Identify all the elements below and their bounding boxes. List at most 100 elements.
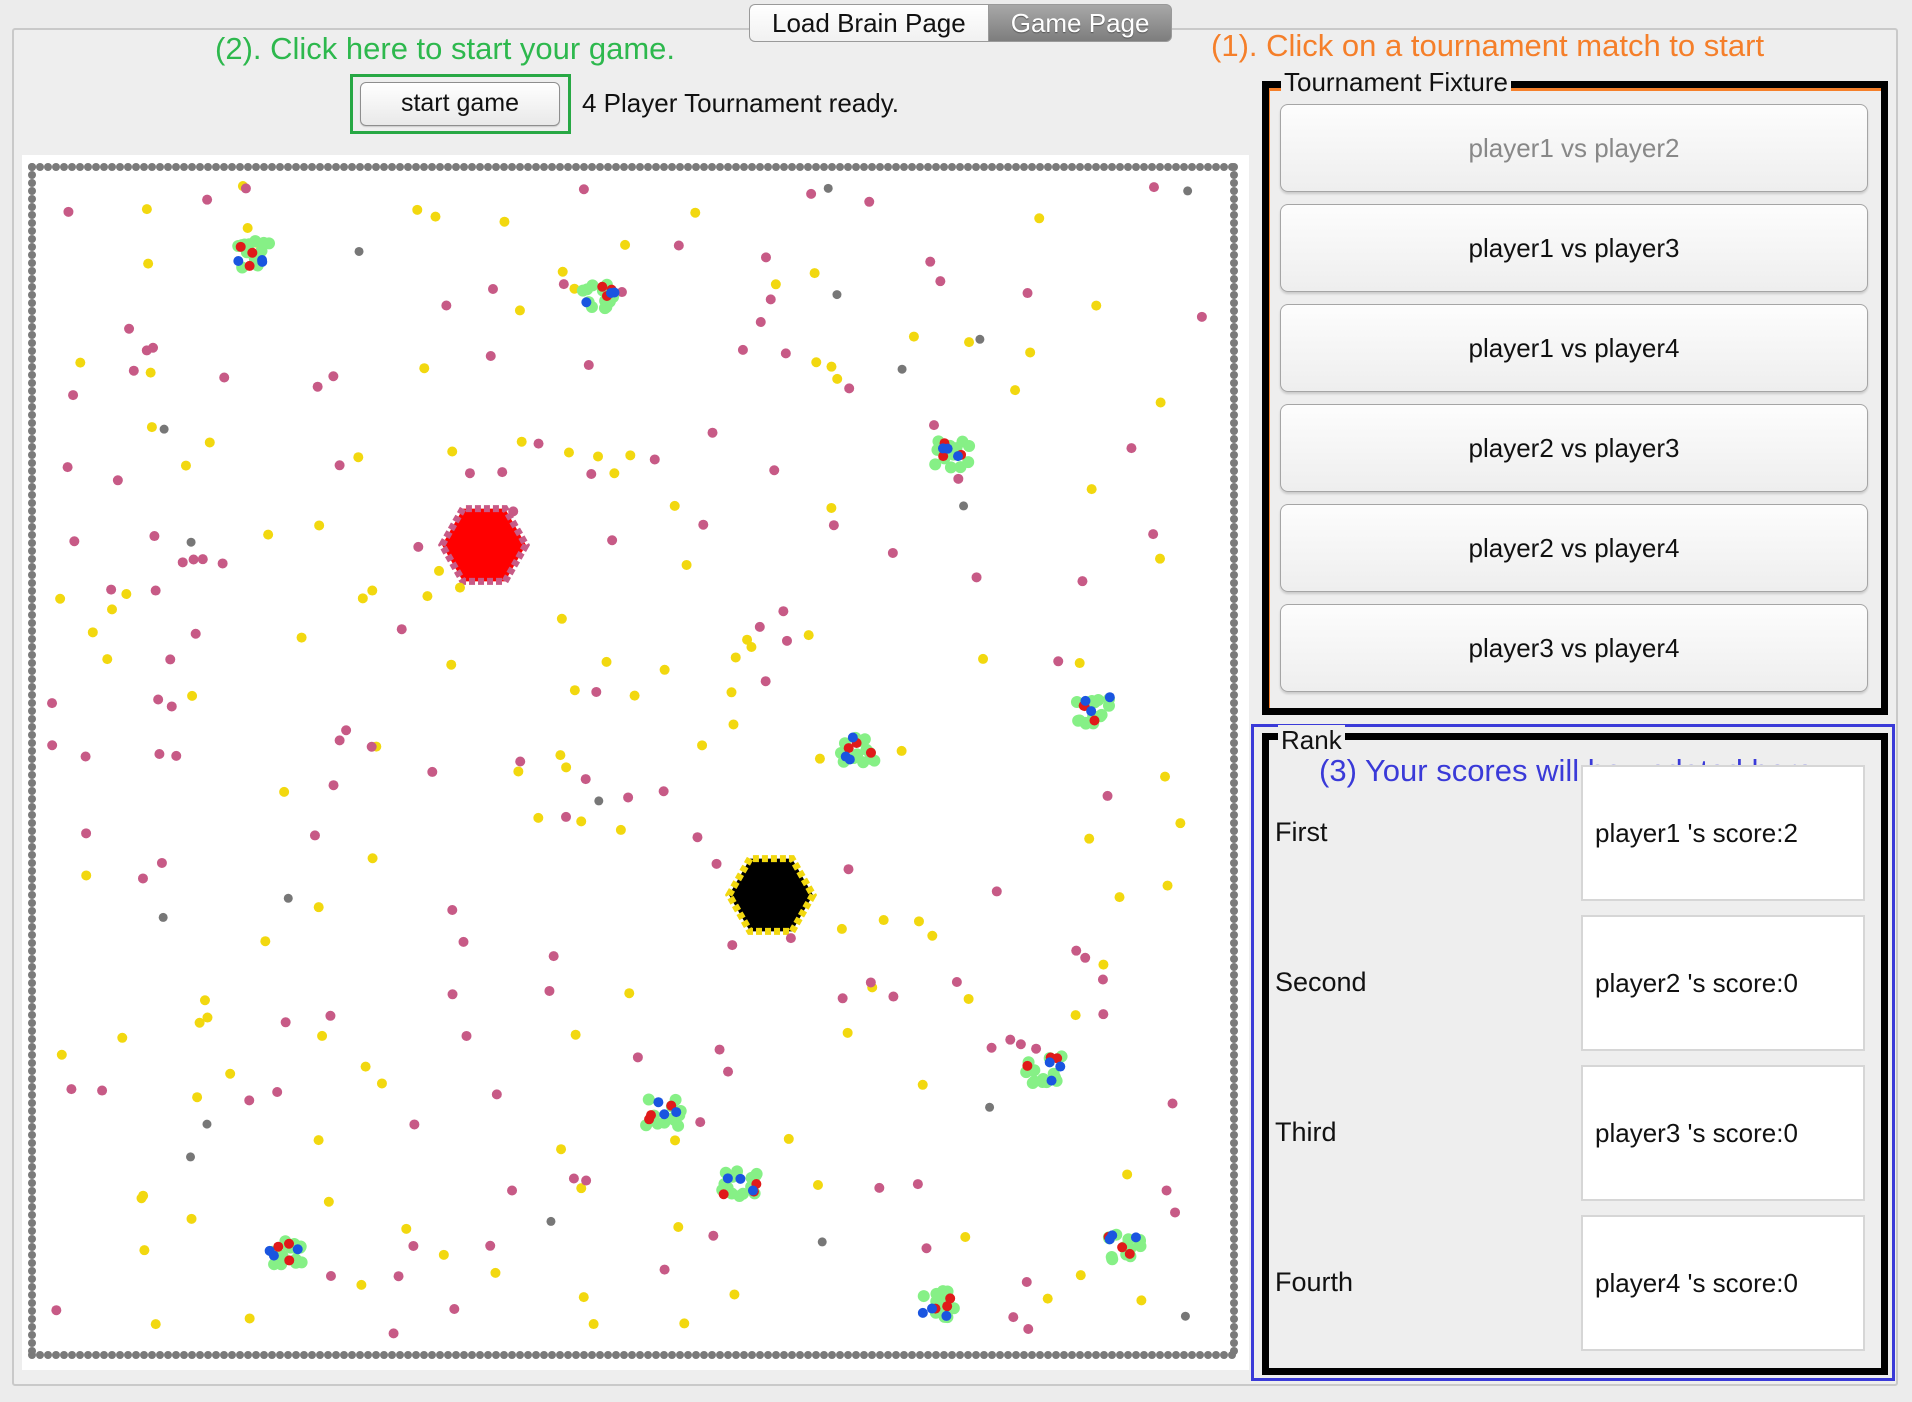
rock-cell <box>316 1351 324 1359</box>
rock-cell <box>196 1351 204 1359</box>
rock-cell <box>28 939 36 947</box>
rock-cell <box>1116 1351 1124 1359</box>
rock-cell <box>28 555 36 563</box>
rock-cell <box>1230 779 1238 787</box>
food-cell <box>609 468 620 479</box>
rock-cell <box>28 403 36 411</box>
start-game-button[interactable]: start game <box>360 82 560 126</box>
food-cell <box>563 447 574 458</box>
rock-cell <box>364 163 372 171</box>
rock-cell <box>1230 299 1238 307</box>
red-anthill <box>437 505 531 585</box>
rock-cell <box>828 163 836 171</box>
marker-cell <box>447 989 458 1000</box>
rock-cell <box>28 915 36 923</box>
rock-cell <box>28 371 36 379</box>
ant-blue-mark <box>659 1109 670 1120</box>
rank-place: Second <box>1275 967 1367 997</box>
rock-cell <box>1230 787 1238 795</box>
marker-cell <box>658 786 669 797</box>
marker-cell <box>737 344 748 355</box>
rock-cell <box>356 163 364 171</box>
marker-cell <box>659 1264 670 1275</box>
rock-cell <box>1230 307 1238 315</box>
rock-cell <box>28 1067 36 1075</box>
rock-cell <box>28 1291 36 1299</box>
rock-cell <box>28 987 36 995</box>
rock-cell <box>28 1259 36 1267</box>
marker-cell <box>202 194 213 205</box>
food-cell <box>1160 771 1171 782</box>
ant <box>944 461 957 474</box>
rock-cell <box>932 1351 940 1359</box>
rock-cell <box>356 1351 364 1359</box>
rock-cell <box>756 163 764 171</box>
ant-blue-mark <box>735 1173 746 1184</box>
marker-cell <box>925 256 936 267</box>
match-button[interactable]: player1 vs player2 <box>1280 104 1868 192</box>
rock-cell <box>732 163 740 171</box>
rock-cell <box>28 867 36 875</box>
marker-cell <box>413 541 424 552</box>
rock-cell <box>836 163 844 171</box>
food-cell <box>624 988 635 999</box>
rock-cell <box>1036 1351 1044 1359</box>
rock-cell <box>1204 163 1212 171</box>
rock-cell <box>1230 923 1238 931</box>
marker-cell <box>485 351 496 362</box>
rock-cell <box>28 955 36 963</box>
food-cell <box>726 687 737 698</box>
rock-cell <box>1196 163 1204 171</box>
rock-cell <box>28 227 36 235</box>
match-button[interactable]: player2 vs player3 <box>1280 404 1868 492</box>
marker-cell <box>727 940 738 951</box>
rock-cell <box>1116 163 1124 171</box>
tab-game-page[interactable]: Game Page <box>987 4 1173 42</box>
ant <box>642 1093 655 1106</box>
match-button[interactable]: player2 vs player4 <box>1280 504 1868 592</box>
rock-cell <box>76 163 84 171</box>
ant <box>1106 1253 1119 1266</box>
rock-cell <box>748 163 756 171</box>
marker-cell <box>874 1182 885 1193</box>
match-button[interactable]: player1 vs player4 <box>1280 304 1868 392</box>
rock-cell <box>1230 643 1238 651</box>
food-cell <box>263 529 274 540</box>
food-cell <box>514 305 525 316</box>
rock-cell <box>180 1351 188 1359</box>
marker-cell <box>244 1095 255 1106</box>
rock-cell <box>1212 1351 1220 1359</box>
ant <box>1028 1075 1041 1088</box>
rock-cell <box>28 1147 36 1155</box>
marker-cell <box>673 240 684 251</box>
rock-cell <box>972 163 980 171</box>
marker-cell <box>888 991 899 1002</box>
rock-cell <box>156 1351 164 1359</box>
rock-cell <box>28 163 36 171</box>
marker-cell <box>865 977 876 988</box>
marker-cell <box>707 427 718 438</box>
rock-cell <box>1230 1027 1238 1035</box>
rank-score: player3 's score:0 <box>1581 1065 1865 1201</box>
food-cell <box>570 1029 581 1040</box>
rock-cell <box>159 424 169 434</box>
rock-cell <box>876 163 884 171</box>
rock-cell <box>28 587 36 595</box>
food-cell <box>742 634 753 645</box>
rock-cell <box>1230 947 1238 955</box>
food-cell <box>422 591 433 602</box>
match-button[interactable]: player3 vs player4 <box>1280 604 1868 692</box>
rock-cell <box>1230 547 1238 555</box>
rock-cell <box>732 1351 740 1359</box>
rock-cell <box>1230 1235 1238 1243</box>
rock-cell <box>548 163 556 171</box>
match-button[interactable]: player1 vs player3 <box>1280 204 1868 292</box>
tab-load-brain-page[interactable]: Load Brain Page <box>749 4 988 42</box>
food-cell <box>569 685 580 696</box>
ant-red-mark <box>865 747 876 758</box>
rock-cell <box>1230 1107 1238 1115</box>
rock-cell <box>524 1351 532 1359</box>
rock-cell <box>1230 531 1238 539</box>
rock-cell <box>964 1351 972 1359</box>
food-cell <box>314 520 325 531</box>
